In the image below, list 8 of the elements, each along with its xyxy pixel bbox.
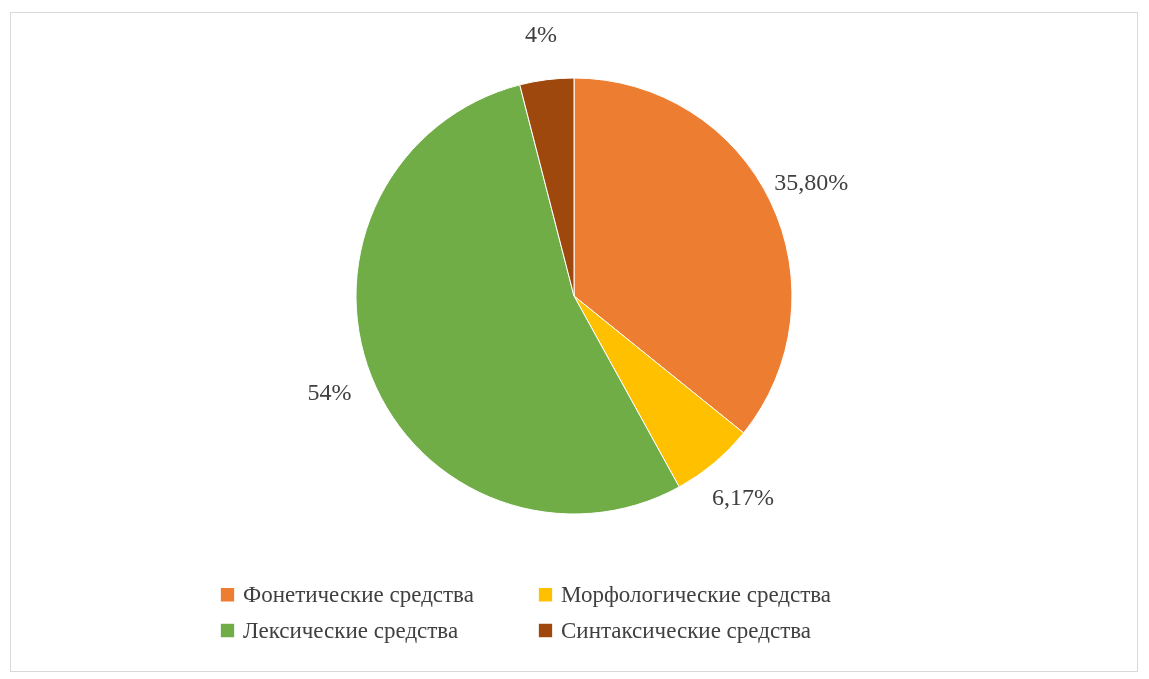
data-label: 4%	[525, 21, 558, 48]
data-label: 6,17%	[711, 483, 774, 510]
legend-label: Лексические средства	[243, 617, 459, 643]
data-label: 35,80%	[774, 168, 849, 195]
data-label: 54%	[307, 378, 352, 405]
legend-label: Синтаксические средства	[561, 617, 811, 643]
legend-label: Морфологические средства	[561, 581, 832, 607]
legend-label: Фонетические средства	[243, 581, 474, 607]
